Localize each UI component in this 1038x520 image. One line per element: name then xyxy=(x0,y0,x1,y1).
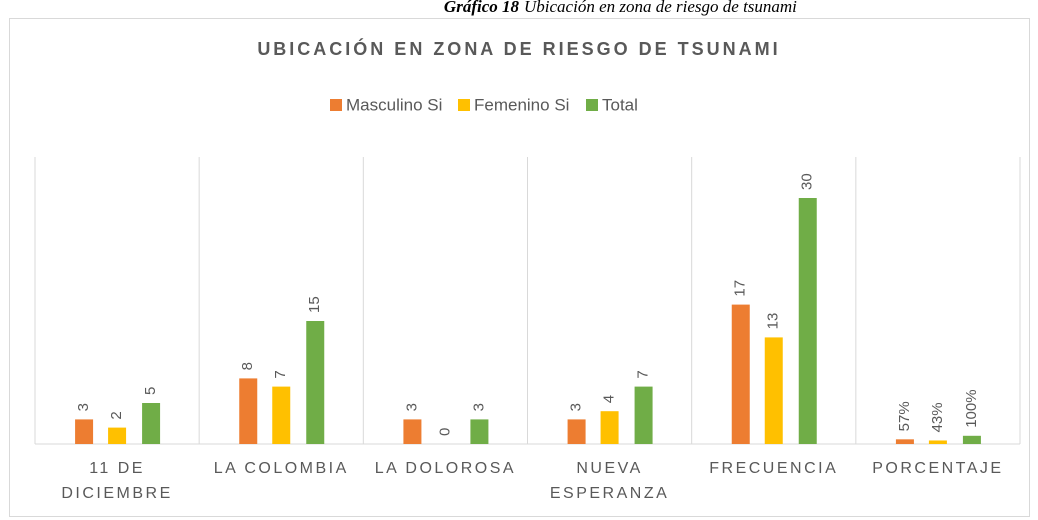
chart-border xyxy=(9,18,1030,517)
value-label: 7 xyxy=(272,370,289,378)
caption-text: Ubicación en zona de riesgo de tsunami xyxy=(524,0,797,16)
bar xyxy=(895,439,914,444)
value-label: 3 xyxy=(403,403,420,411)
legend-label: Total xyxy=(602,95,638,114)
value-label: 7 xyxy=(635,370,652,378)
bar xyxy=(272,386,291,444)
bar xyxy=(731,304,750,444)
x-tick-label: NUEVA xyxy=(576,460,642,477)
value-label: 13 xyxy=(765,313,782,330)
bar xyxy=(798,198,817,444)
x-tick-label: 11 DE xyxy=(89,460,145,477)
value-label: 3 xyxy=(75,403,92,411)
x-tick-label: DICIEMBRE xyxy=(61,485,172,502)
legend-label: Masculino Si xyxy=(346,95,442,114)
bar xyxy=(306,321,325,444)
value-label: 100% xyxy=(963,389,980,427)
bar xyxy=(764,337,783,444)
x-tick-label: LA COLOMBIA xyxy=(214,460,349,477)
value-label: 2 xyxy=(108,411,125,419)
x-tick-label: ESPERANZA xyxy=(550,485,669,502)
bar xyxy=(239,378,258,444)
bar xyxy=(403,419,422,444)
caption-label: Gráfico 18 xyxy=(444,0,520,16)
bar xyxy=(142,403,161,444)
value-label: 3 xyxy=(470,403,487,411)
value-label: 43% xyxy=(929,402,946,432)
value-label: 0 xyxy=(436,428,453,436)
bar xyxy=(567,419,586,444)
value-label: 8 xyxy=(239,362,256,370)
x-tick-label: LA DOLOROSA xyxy=(375,460,516,477)
bar xyxy=(962,435,981,444)
value-label: 57% xyxy=(896,401,913,431)
value-label: 15 xyxy=(306,296,323,313)
value-label: 30 xyxy=(799,173,816,190)
value-label: 5 xyxy=(142,387,159,395)
bar xyxy=(928,440,947,444)
chart-title: UBICACIÓN EN ZONA DE RIESGO DE TSUNAMI xyxy=(257,38,780,59)
bar xyxy=(108,427,127,444)
legend-swatch xyxy=(330,99,342,111)
bar xyxy=(75,419,94,444)
legend-swatch xyxy=(586,99,598,111)
value-label: 4 xyxy=(601,395,618,403)
legend-label: Femenino Si xyxy=(474,95,569,114)
bar xyxy=(634,386,653,444)
x-tick-label: PORCENTAJE xyxy=(872,460,1003,477)
bar xyxy=(470,419,489,444)
value-label: 17 xyxy=(732,280,749,297)
legend-swatch xyxy=(458,99,470,111)
x-tick-label: FRECUENCIA xyxy=(709,460,838,477)
bar xyxy=(600,411,619,444)
value-label: 3 xyxy=(568,403,585,411)
